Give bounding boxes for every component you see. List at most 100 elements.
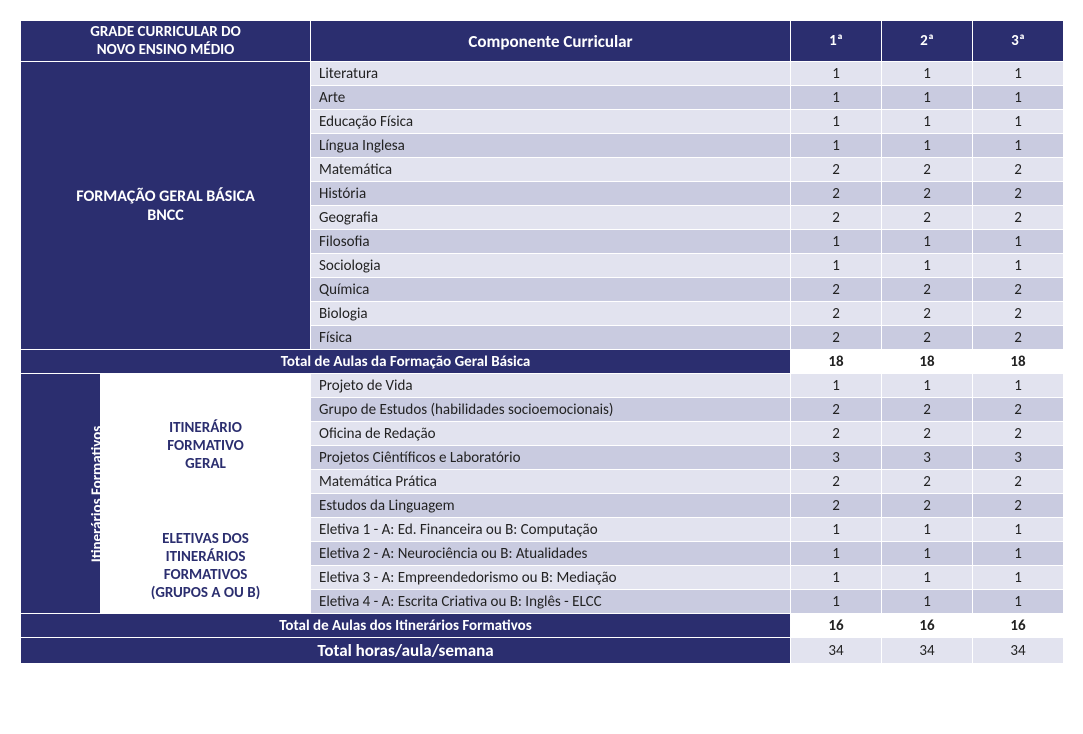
value-cell: 1 (973, 590, 1064, 614)
component-cell: Eletiva 4 - A: Escrita Criativa ou B: In… (311, 590, 791, 614)
value-cell: 2 (791, 182, 882, 206)
value-cell: 1 (882, 374, 973, 398)
value-cell: 1 (791, 134, 882, 158)
final-total-value: 34 (791, 638, 882, 664)
section2-total-value: 16 (791, 614, 882, 638)
component-cell: Física (311, 326, 791, 350)
value-cell: 2 (791, 206, 882, 230)
header-year-3: 3ª (973, 21, 1064, 62)
value-cell: 1 (882, 134, 973, 158)
section1-total-value: 18 (882, 350, 973, 374)
value-cell: 2 (882, 470, 973, 494)
value-cell: 2 (791, 470, 882, 494)
value-cell: 2 (791, 398, 882, 422)
component-cell: Geografia (311, 206, 791, 230)
value-cell: 2 (791, 302, 882, 326)
component-cell: Eletiva 1 - A: Ed. Financeira ou B: Comp… (311, 518, 791, 542)
value-cell: 1 (791, 62, 882, 86)
component-cell: Grupo de Estudos (habilidades socioemoci… (311, 398, 791, 422)
component-cell: História (311, 182, 791, 206)
value-cell: 1 (791, 254, 882, 278)
component-cell: Projeto de Vida (311, 374, 791, 398)
value-cell: 2 (973, 326, 1064, 350)
component-cell: Eletiva 3 - A: Empreendedorismo ou B: Me… (311, 566, 791, 590)
header-title-line2: NOVO ENSINO MÉDIO (97, 41, 235, 59)
value-cell: 1 (882, 254, 973, 278)
component-cell: Arte (311, 86, 791, 110)
value-cell: 2 (882, 398, 973, 422)
value-cell: 3 (973, 446, 1064, 470)
value-cell: 2 (973, 158, 1064, 182)
header-year-1: 1ª (791, 21, 882, 62)
section1-label-l1: FORMAÇÃO GERAL BÁSICA (76, 187, 255, 206)
component-cell: Língua Inglesa (311, 134, 791, 158)
value-cell: 2 (973, 494, 1064, 518)
curriculum-table: GRADE CURRICULAR DONOVO ENSINO MÉDIOComp… (20, 20, 1064, 664)
value-cell: 1 (882, 62, 973, 86)
component-cell: Estudos da Linguagem (311, 494, 791, 518)
header-componente: Componente Curricular (311, 21, 791, 62)
value-cell: 1 (791, 542, 882, 566)
final-total-value: 34 (882, 638, 973, 664)
value-cell: 2 (791, 422, 882, 446)
section1-total-value: 18 (791, 350, 882, 374)
value-cell: 2 (882, 182, 973, 206)
component-cell: Filosofia (311, 230, 791, 254)
value-cell: 3 (882, 446, 973, 470)
header-title: GRADE CURRICULAR DONOVO ENSINO MÉDIO (21, 21, 311, 62)
section2-rot: Itinerários Formativos (21, 374, 101, 614)
value-cell: 1 (882, 110, 973, 134)
section2-total-label: Total de Aulas dos Itinerários Formativo… (21, 614, 791, 638)
component-cell: Eletiva 2 - A: Neurociência ou B: Atuali… (311, 542, 791, 566)
value-cell: 2 (973, 182, 1064, 206)
section2-sub1-label: ITINERÁRIOFORMATIVOGERAL (101, 374, 311, 518)
value-cell: 1 (973, 86, 1064, 110)
value-cell: 2 (882, 278, 973, 302)
value-cell: 2 (791, 158, 882, 182)
component-cell: Projetos Ciêntíficos e Laboratório (311, 446, 791, 470)
value-cell: 1 (973, 374, 1064, 398)
value-cell: 1 (973, 566, 1064, 590)
value-cell: 2 (791, 494, 882, 518)
value-cell: 2 (973, 206, 1064, 230)
value-cell: 2 (882, 206, 973, 230)
value-cell: 2 (973, 422, 1064, 446)
section1-total-label: Total de Aulas da Formação Geral Básica (21, 350, 791, 374)
component-cell: Literatura (311, 62, 791, 86)
value-cell: 1 (973, 134, 1064, 158)
header-title-line1: GRADE CURRICULAR DO (90, 23, 240, 41)
value-cell: 1 (973, 110, 1064, 134)
value-cell: 1 (791, 590, 882, 614)
section2-total-value: 16 (882, 614, 973, 638)
value-cell: 1 (791, 110, 882, 134)
value-cell: 2 (882, 422, 973, 446)
section2-total-value: 16 (973, 614, 1064, 638)
component-cell: Matemática Prática (311, 470, 791, 494)
final-total-value: 34 (973, 638, 1064, 664)
value-cell: 2 (973, 398, 1064, 422)
component-cell: Matemática (311, 158, 791, 182)
section2-sub2-label: ELETIVAS DOSITINERÁRIOSFORMATIVOS(GRUPOS… (101, 518, 311, 614)
value-cell: 1 (973, 518, 1064, 542)
component-cell: Sociologia (311, 254, 791, 278)
value-cell: 1 (882, 86, 973, 110)
value-cell: 1 (973, 254, 1064, 278)
value-cell: 2 (882, 158, 973, 182)
value-cell: 1 (791, 374, 882, 398)
value-cell: 2 (791, 278, 882, 302)
value-cell: 2 (882, 326, 973, 350)
value-cell: 1 (882, 230, 973, 254)
value-cell: 1 (791, 86, 882, 110)
value-cell: 2 (882, 494, 973, 518)
value-cell: 1 (882, 590, 973, 614)
value-cell: 1 (791, 230, 882, 254)
header-year-2: 2ª (882, 21, 973, 62)
value-cell: 3 (791, 446, 882, 470)
value-cell: 2 (973, 278, 1064, 302)
final-total-label: Total horas/aula/semana (21, 638, 791, 664)
value-cell: 2 (973, 302, 1064, 326)
value-cell: 2 (791, 326, 882, 350)
value-cell: 1 (973, 230, 1064, 254)
value-cell: 1 (882, 566, 973, 590)
section1-total-value: 18 (973, 350, 1064, 374)
